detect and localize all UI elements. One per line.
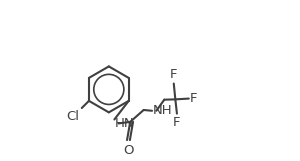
Text: HN: HN: [115, 117, 135, 130]
Text: Cl: Cl: [66, 110, 80, 123]
Text: F: F: [190, 92, 198, 105]
Text: F: F: [173, 116, 181, 129]
Text: NH: NH: [152, 104, 172, 117]
Text: O: O: [123, 144, 134, 157]
Text: F: F: [170, 68, 178, 81]
